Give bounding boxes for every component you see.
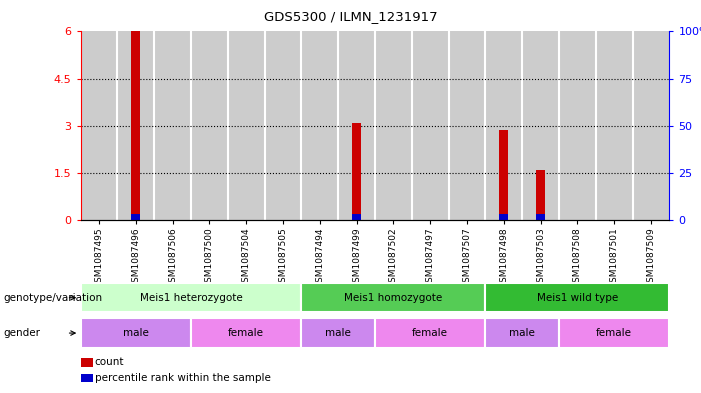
Text: Meis1 homozygote: Meis1 homozygote: [344, 293, 442, 303]
Bar: [265, 31, 301, 220]
Text: gender: gender: [4, 328, 41, 338]
Bar: [375, 31, 412, 220]
Text: GDS5300 / ILMN_1231917: GDS5300 / ILMN_1231917: [264, 10, 437, 23]
Bar: [485, 31, 522, 220]
Bar: [118, 31, 154, 220]
Bar: [352, 215, 361, 220]
Bar: [499, 215, 508, 220]
Text: male: male: [123, 328, 149, 338]
Bar: [449, 31, 485, 220]
Bar: [338, 31, 375, 220]
Bar: [522, 31, 559, 220]
Bar: [131, 31, 140, 220]
Bar: [632, 31, 669, 220]
Text: Meis1 heterozygote: Meis1 heterozygote: [139, 293, 243, 303]
Text: male: male: [325, 328, 351, 338]
Text: female: female: [412, 328, 448, 338]
Text: Meis1 wild type: Meis1 wild type: [537, 293, 618, 303]
Text: female: female: [229, 328, 264, 338]
Bar: [154, 31, 191, 220]
Bar: [499, 130, 508, 220]
Text: genotype/variation: genotype/variation: [4, 293, 102, 303]
Bar: [536, 170, 545, 220]
Bar: [131, 215, 140, 220]
Bar: [559, 31, 596, 220]
Bar: [301, 31, 338, 220]
Bar: [596, 31, 632, 220]
Text: count: count: [95, 357, 124, 367]
Bar: [191, 31, 228, 220]
Bar: [412, 31, 449, 220]
Bar: [536, 215, 545, 220]
Bar: [81, 31, 118, 220]
Bar: [228, 31, 265, 220]
Text: female: female: [597, 328, 632, 338]
Bar: [352, 123, 361, 220]
Text: male: male: [510, 328, 535, 338]
Text: percentile rank within the sample: percentile rank within the sample: [95, 373, 271, 383]
